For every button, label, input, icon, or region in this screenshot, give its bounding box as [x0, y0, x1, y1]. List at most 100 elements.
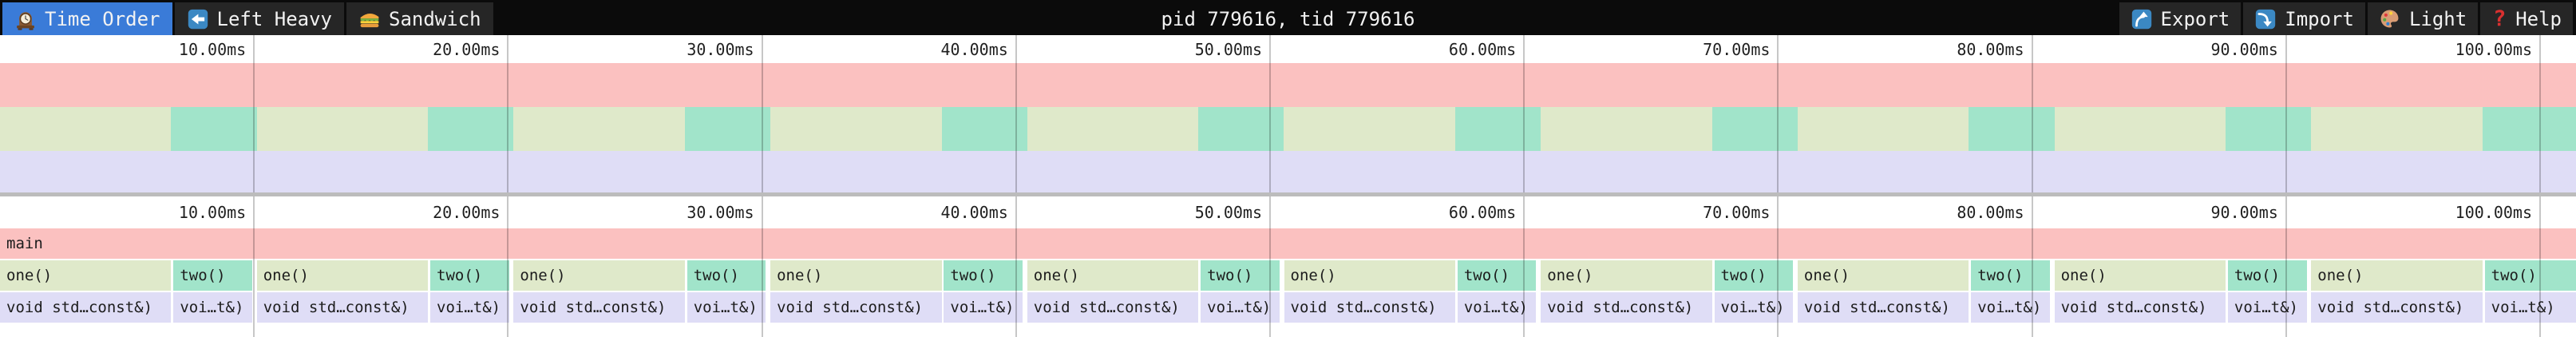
action-label: Light [2408, 7, 2467, 30]
clock-icon [14, 8, 37, 30]
flame-frame-child[interactable]: voi…t&) [430, 292, 509, 323]
time-tick-label: 90.00ms [2210, 39, 2278, 59]
flame-frame-one[interactable]: one() [1284, 260, 1455, 291]
flame-frame-child[interactable]: void std…const&) [770, 292, 942, 323]
tab-label: Sandwich [389, 7, 481, 30]
import-icon [2254, 8, 2277, 30]
flame-frame-one[interactable]: one() [1797, 260, 1969, 291]
flame-frame-two[interactable]: two() [2227, 260, 2307, 291]
minimap-two-block [2482, 107, 2576, 151]
tab-left-heavy[interactable]: Left Heavy [174, 2, 344, 35]
time-tick-label: 100.00ms [2455, 39, 2532, 59]
theme-toggle-button[interactable]: Light [2367, 2, 2479, 35]
flame-frame-child[interactable]: void std…const&) [513, 292, 685, 323]
minimap-two-block [1969, 107, 2055, 151]
time-tick-label: 80.00ms [1957, 203, 2024, 222]
time-tick-label: 70.00ms [1703, 203, 1771, 222]
left-arrow-icon [187, 8, 209, 30]
flame-frame-main[interactable]: main [0, 228, 2576, 259]
flame-frame-child[interactable]: void std…const&) [0, 292, 172, 323]
help-button[interactable]: ? Help [2480, 2, 2573, 35]
flame-frame-two[interactable]: two() [1201, 260, 1280, 291]
time-tick-label: 90.00ms [2210, 203, 2278, 222]
flame-frame-one[interactable]: one() [513, 260, 685, 291]
flame-frame-two[interactable]: two() [1714, 260, 1794, 291]
view-tabs: Time Order Left Heavy Sandwich [0, 0, 493, 35]
export-icon [2131, 8, 2153, 30]
flame-frame-two[interactable]: two() [430, 260, 509, 291]
time-tick-label: 10.00ms [178, 203, 247, 222]
time-tick-label: 20.00ms [433, 203, 501, 222]
sandwich-icon [358, 8, 381, 30]
time-tick-label: 60.00ms [1448, 39, 1517, 59]
tab-label: Time Order [45, 7, 160, 30]
minimap-two-block [1198, 107, 1284, 151]
time-tick-label: 50.00ms [1194, 39, 1262, 59]
time-tick-label: 30.00ms [687, 39, 754, 59]
flame-frame-child[interactable]: void std…const&) [1284, 292, 1455, 323]
flame-frame-one[interactable]: one() [2311, 260, 2483, 291]
time-tick-label: 10.00ms [178, 39, 247, 59]
flame-frame-child[interactable]: voi…t&) [2227, 292, 2307, 323]
flame-frame-child[interactable]: void std…const&) [2311, 292, 2483, 323]
flame-frame-two[interactable]: two() [173, 260, 252, 291]
minimap-divider [0, 192, 2576, 196]
help-icon: ? [2493, 6, 2507, 31]
flame-frame-child[interactable]: void std…const&) [2054, 292, 2226, 323]
minimap-two-block [1711, 107, 1798, 151]
action-label: Import [2285, 7, 2354, 30]
minimap-two-block [684, 107, 771, 151]
action-label: Help [2515, 7, 2562, 30]
time-tick-label: 40.00ms [940, 203, 1008, 222]
flame-row-main: main [0, 228, 2576, 259]
flame-frame-one[interactable]: one() [1027, 260, 1199, 291]
minimap[interactable]: 10.00ms 20.00ms 30.00ms 40.00ms 50.00ms 60.00… [0, 35, 2576, 192]
flame-frame-child[interactable]: voi…t&) [1201, 292, 1280, 323]
flame-frame-two[interactable]: two() [1971, 260, 2050, 291]
action-label: Export [2160, 7, 2230, 30]
minimap-band-functions [0, 107, 2576, 151]
flamechart[interactable]: 10.00ms 20.00ms 30.00ms 40.00ms 50.00ms 60.00… [0, 196, 2576, 337]
flame-frame-two[interactable]: two() [687, 260, 766, 291]
flame-frame-two[interactable]: two() [944, 260, 1023, 291]
flame-frame-child[interactable]: voi…t&) [2484, 292, 2576, 323]
flame-frame-child[interactable]: void std…const&) [1541, 292, 1712, 323]
flame-frame-child[interactable]: void std…const&) [1027, 292, 1199, 323]
flame-frame-child[interactable]: voi…t&) [944, 292, 1023, 323]
time-tick-label: 70.00ms [1703, 39, 1771, 59]
time-tick-label: 40.00ms [940, 39, 1008, 59]
time-tick-label: 50.00ms [1194, 203, 1262, 222]
minimap-band-main [0, 63, 2576, 107]
flamechart-ruler: 10.00ms 20.00ms 30.00ms 40.00ms 50.00ms 60.00… [0, 196, 2576, 228]
time-tick-label: 30.00ms [687, 203, 754, 222]
flame-frame-two[interactable]: two() [1457, 260, 1537, 291]
minimap-two-block [428, 107, 514, 151]
flame-frame-child[interactable]: voi…t&) [173, 292, 252, 323]
palette-icon [2379, 8, 2401, 30]
flame-frame-one[interactable]: one() [256, 260, 429, 291]
tab-sandwich[interactable]: Sandwich [346, 2, 493, 35]
time-tick-label: 20.00ms [433, 39, 501, 59]
flame-frame-one[interactable]: one() [1541, 260, 1712, 291]
export-button[interactable]: Export [2119, 2, 2242, 35]
flame-row-children: void std…const&) voi…t&) void std…const&) v… [0, 292, 2576, 323]
flame-frame-child[interactable]: void std…const&) [1797, 292, 1969, 323]
time-tick-label: 80.00ms [1957, 39, 2024, 59]
minimap-two-block [1454, 107, 1541, 151]
minimap-two-block [2226, 107, 2312, 151]
flame-frame-one[interactable]: one() [0, 260, 172, 291]
flame-frame-child[interactable]: voi…t&) [687, 292, 766, 323]
toolbar-actions: Export Import Li [2119, 0, 2576, 35]
flame-frame-one[interactable]: one() [2054, 260, 2226, 291]
minimap-ruler: 10.00ms 20.00ms 30.00ms 40.00ms 50.00ms 60.00… [0, 35, 2576, 63]
flame-frame-child[interactable]: voi…t&) [1457, 292, 1537, 323]
time-tick-label: 60.00ms [1448, 203, 1517, 222]
flame-frame-one[interactable]: one() [770, 260, 942, 291]
flame-frame-child[interactable]: voi…t&) [1971, 292, 2050, 323]
flame-frame-two[interactable]: two() [2484, 260, 2576, 291]
import-button[interactable]: Import [2243, 2, 2365, 35]
time-tick-label: 100.00ms [2455, 203, 2532, 222]
flame-frame-child[interactable]: voi…t&) [1714, 292, 1794, 323]
tab-time-order[interactable]: Time Order [2, 2, 172, 35]
flame-frame-child[interactable]: void std…const&) [256, 292, 429, 323]
